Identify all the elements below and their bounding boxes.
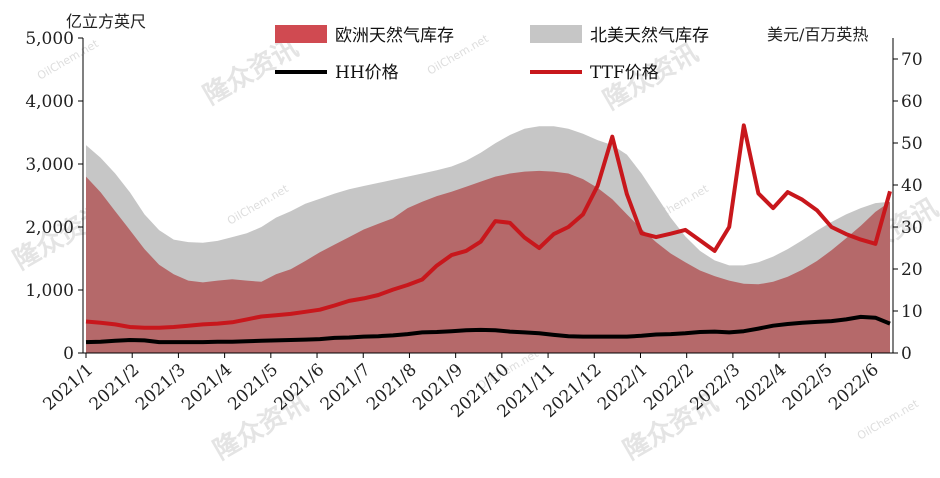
left-tick-group: 0 1,000 2,000 3,000 4,000 5,000 — [25, 29, 83, 364]
line-series-3 — [85, 123, 892, 330]
right-tick-group: 0 10 20 30 40 50 60 70 — [893, 50, 923, 364]
right-tick-label: 10 — [901, 302, 923, 322]
x-tick-label: 2022/5 — [779, 360, 837, 415]
legend-label-ttf-price: TTF价格 — [590, 63, 659, 83]
x-tick-label: 2021/2 — [86, 360, 144, 415]
right-tick-label: 30 — [901, 218, 923, 238]
x-tick-label: 2022/1 — [594, 360, 652, 415]
legend-swatch-europe-storage — [275, 25, 327, 43]
x-tick-label: 2021/8 — [363, 360, 421, 415]
left-tick-label: 0 — [63, 344, 74, 364]
x-tick-group: 2021/12021/22021/32021/42021/52021/62021… — [40, 353, 883, 422]
left-tick-label: 5,000 — [25, 29, 74, 49]
x-tick-label: 2022/4 — [733, 360, 791, 415]
right-tick-label: 50 — [901, 134, 923, 154]
right-tick-label: 0 — [901, 344, 912, 364]
right-tick-label: 40 — [901, 176, 923, 196]
legend-label-europe-storage: 欧洲天然气库存 — [335, 26, 454, 46]
right-axis-unit: 美元/百万英热 — [767, 25, 868, 44]
legend: 欧洲天然气库存 北美天然气库存 HH价格 TTF价格 — [275, 25, 709, 83]
x-tick-label: 2022/6 — [825, 360, 883, 415]
left-tick-label: 2,000 — [25, 218, 74, 238]
legend-swatch-na-storage — [530, 25, 582, 43]
left-axis-unit: 亿立方英尺 — [66, 12, 146, 31]
area-layer — [86, 126, 890, 353]
legend-label-na-storage: 北美天然气库存 — [590, 26, 709, 46]
line-layer — [85, 123, 892, 345]
area-series-0 — [86, 170, 890, 353]
left-tick-label: 4,000 — [25, 92, 74, 112]
legend-label-hh-price: HH价格 — [335, 63, 399, 83]
watermark: OilChem.net — [855, 397, 921, 443]
right-tick-label: 60 — [901, 92, 923, 112]
x-tick-label: 2021/4 — [178, 360, 236, 415]
x-tick-label: 2021/7 — [317, 360, 375, 415]
right-tick-label: 20 — [901, 260, 923, 280]
x-tick-label: 2021/3 — [132, 360, 190, 415]
x-tick-label: 2021/1 — [40, 360, 98, 415]
right-tick-label: 70 — [901, 50, 923, 70]
left-tick-label: 3,000 — [25, 155, 74, 175]
line-series-2 — [85, 314, 891, 345]
left-tick-label: 1,000 — [25, 281, 74, 301]
